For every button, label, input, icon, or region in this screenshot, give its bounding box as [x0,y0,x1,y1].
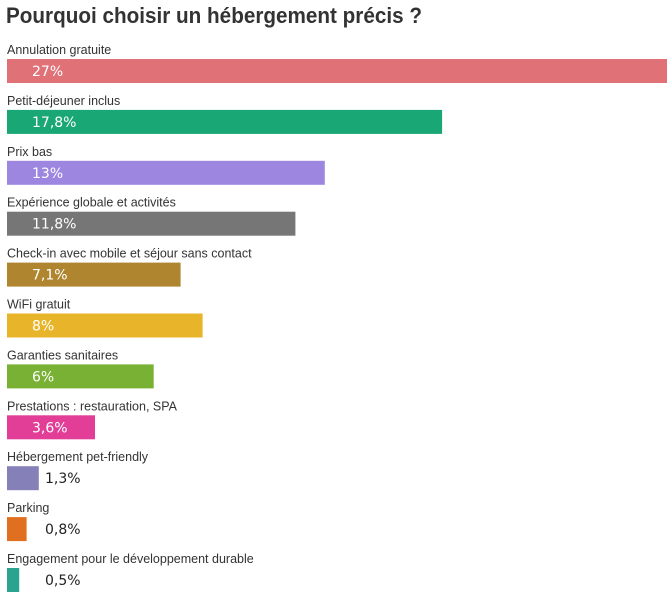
value-label: 0,5% [45,573,81,589]
bar [7,160,325,185]
bar [7,517,27,542]
value-label: 1,3% [45,471,81,487]
value-label: 17,8% [32,115,76,131]
category-label: Expérience globale et activités [7,196,176,210]
category-label: Parking [7,501,49,515]
category-label: WiFi gratuit [7,298,71,312]
value-label: 13% [32,166,63,182]
bar [7,109,443,134]
value-label: 27% [32,64,63,80]
bar [7,364,154,389]
category-label: Prix bas [7,145,52,159]
category-label: Annulation gratuite [7,43,111,57]
category-label: Prestations : restauration, SPA [7,399,178,413]
category-label: Engagement pour le développement durable [7,552,254,566]
bar [7,59,667,83]
bar [7,262,181,287]
category-label: Garanties sanitaires [7,348,118,362]
value-label: 6% [32,369,54,385]
chart-title: Pourquoi choisir un hébergement précis ? [6,3,422,28]
bar [7,415,95,440]
bar [7,466,39,491]
bar [7,211,296,236]
value-label: 0,8% [45,522,81,538]
value-label: 3,6% [32,420,68,436]
category-label: Petit-déjeuner inclus [7,94,120,108]
bar [7,568,20,592]
bar [7,313,203,338]
category-label: Check-in avec mobile et séjour sans cont… [7,247,252,261]
value-label: 11,8% [32,217,76,233]
value-label: 8% [32,319,54,335]
value-label: 7,1% [32,268,68,284]
category-label: Hébergement pet-friendly [7,450,149,464]
